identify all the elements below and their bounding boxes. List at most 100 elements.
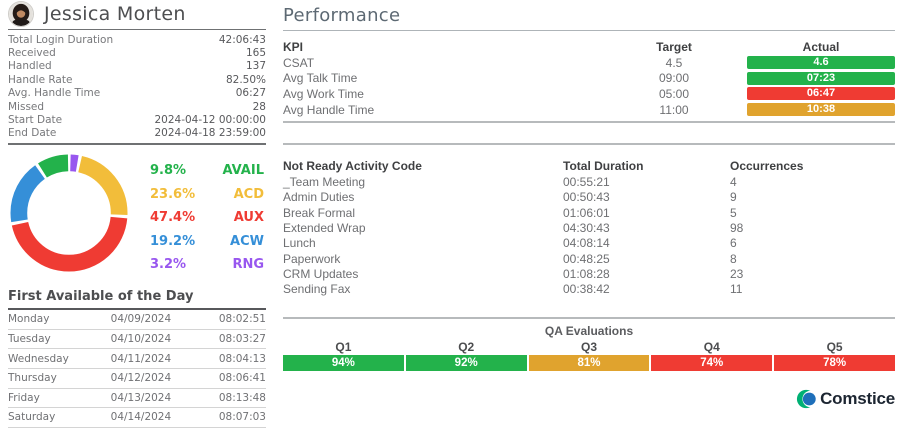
legend-code: RNG: [232, 256, 264, 272]
stat-row: Missed 28: [8, 100, 266, 113]
not-ready-code: Sending Fax: [283, 282, 351, 297]
first-available-date: 04/10/2024: [110, 333, 172, 346]
stat-row: Avg. Handle Time 06:27: [8, 87, 266, 100]
agent-photo-placeholder: [9, 1, 33, 26]
qa-quarter-label: Q4: [703, 339, 720, 354]
agent-state-section: 9.8% AVAIL 23.6% ACD 47.4% AUX 19.2% ACW 3.2% RNG: [8, 154, 266, 276]
kpi-target: 09:00: [658, 71, 690, 86]
stat-row: End Date 2024-04-18 23:59:00: [8, 127, 266, 140]
not-ready-occurrences: 4: [730, 175, 737, 190]
not-ready-row: Sending Fax 00:38:42 11: [283, 281, 895, 296]
legend-item: 19.2% ACW: [150, 229, 264, 252]
qa-evaluations-section: QA Evaluations Q1 Q2 Q3 Q4 Q5 94% 92% 81% 74% 78…: [283, 324, 895, 371]
kpi-header-actual: Actual: [802, 40, 840, 54]
legend-item: 3.2% RNG: [150, 253, 264, 276]
agent-state-legend: 9.8% AVAIL 23.6% ACD 47.4% AUX 19.2% ACW 3.2% RNG: [150, 154, 264, 276]
not-ready-code: Admin Duties: [283, 190, 355, 205]
kpi-target: 11:00: [659, 102, 689, 117]
donut-segment-acw: [10, 154, 128, 272]
stat-row: Handled 137: [8, 60, 266, 73]
kpi-row: CSAT 4.5 4.6: [283, 55, 895, 71]
agent-name: Jessica Morten: [44, 2, 186, 25]
stat-value: 42:06:43: [218, 33, 266, 46]
first-available-day: Wednesday: [8, 352, 69, 365]
not-ready-table-header: Not Ready Activity Code Total Duration O…: [283, 158, 895, 174]
kpi-actual-bar: 4.6: [747, 56, 895, 70]
kpi-header-kpi: KPI: [283, 40, 304, 54]
stat-value: 28: [252, 100, 266, 113]
not-ready-duration: 01:08:28: [563, 266, 610, 281]
kpi-header-target: Target: [656, 40, 692, 54]
kpi-actual-bar: 06:47: [747, 87, 895, 101]
legend-percentage: 47.4%: [150, 210, 196, 226]
qa-segment: 94%: [283, 354, 404, 371]
kpi-row: Avg Work Time 05:00 06:47: [283, 86, 895, 102]
not-ready-occurrences: 23: [730, 266, 744, 281]
first-available-day: Tuesday: [8, 333, 51, 346]
first-available-date: 04/09/2024: [110, 313, 172, 326]
stat-row: Start Date 2024-04-12 00:00:00: [8, 113, 266, 126]
not-ready-row: Admin Duties 00:50:43 9: [283, 190, 895, 205]
not-ready-row: Lunch 04:08:14 6: [283, 236, 895, 251]
not-ready-row: _Team Meeting 00:55:21 4: [283, 174, 895, 189]
first-available-time: 08:03:27: [218, 333, 266, 346]
not-ready-table-body: _Team Meeting 00:55:21 4 Admin Duties 00:50:…: [283, 174, 895, 296]
stat-value: 165: [245, 47, 266, 60]
kpi-row: Avg Talk Time 09:00 07:23: [283, 71, 895, 87]
first-available-day: Friday: [8, 391, 40, 404]
not-ready-code: Lunch: [283, 236, 316, 251]
stat-label: Received: [8, 47, 56, 60]
not-ready-row: CRM Updates 01:08:28 23: [283, 266, 895, 281]
not-ready-occurrences: 11: [730, 282, 743, 297]
not-ready-duration: 00:38:42: [563, 282, 610, 297]
not-ready-duration: 00:48:25: [563, 251, 610, 266]
first-available-time: 08:06:41: [218, 372, 266, 385]
not-ready-duration: 04:30:43: [563, 220, 610, 235]
stat-row: Received 165: [8, 46, 266, 59]
section-divider: [283, 316, 895, 319]
first-available-date: 04/13/2024: [110, 391, 172, 404]
donut-segment-aux: [10, 154, 128, 272]
qa-evaluations-title: QA Evaluations: [544, 323, 634, 338]
first-available-date: 04/12/2024: [110, 372, 172, 385]
legend-item: 47.4% AUX: [150, 206, 264, 229]
not-ready-row: Paperwork 00:48:25 8: [283, 251, 895, 266]
agent-stats: Total Login Duration 42:06:43 Received 165 H…: [8, 30, 266, 146]
kpi-label: Avg Talk Time: [283, 71, 358, 86]
not-ready-occurrences: 5: [730, 205, 737, 220]
not-ready-occurrences: 6: [730, 236, 737, 251]
legend-percentage: 9.8%: [150, 163, 187, 179]
not-ready-occurrences: 98: [730, 220, 744, 235]
first-available-row: Thursday 04/12/2024 08:06:41: [8, 369, 266, 389]
stat-value: 2024-04-18 23:59:00: [154, 127, 266, 140]
kpi-actual-bar: 07:23: [747, 71, 895, 85]
first-available-title: First Available of the Day: [8, 289, 266, 311]
not-ready-code: CRM Updates: [283, 266, 359, 281]
not-ready-occurrences: 8: [730, 251, 737, 266]
stat-value: 2024-04-12 00:00:00: [154, 114, 266, 127]
qa-quarter-label: Q1: [335, 339, 352, 354]
kpi-table-body: CSAT 4.5 4.6 Avg Talk Time 09:00 07:23 Avg Wor…: [283, 55, 895, 117]
first-available-row: Wednesday 04/11/2024 08:04:13: [8, 349, 266, 369]
first-available-day: Saturday: [8, 411, 56, 424]
not-ready-header-duration: Total Duration: [563, 159, 644, 174]
stat-label: Start Date: [8, 114, 63, 127]
agent-header: Jessica Morten: [8, 0, 266, 30]
legend-percentage: 3.2%: [150, 256, 187, 272]
legend-item: 23.6% ACD: [150, 183, 264, 206]
not-ready-duration: 00:50:43: [563, 190, 610, 205]
donut-segment-acd: [10, 154, 128, 272]
stat-value: 06:27: [235, 87, 266, 100]
stat-value: 82.50%: [225, 73, 266, 86]
first-available-date: 04/14/2024: [110, 411, 172, 424]
legend-code: ACD: [233, 186, 264, 202]
kpi-target: 05:00: [658, 86, 690, 101]
not-ready-duration: 01:06:01: [563, 205, 610, 220]
stat-label: Total Login Duration: [8, 33, 114, 46]
first-available-row: Tuesday 04/10/2024 08:03:27: [8, 330, 266, 350]
agent-avatar: [8, 0, 34, 27]
stat-label: Missed: [8, 100, 45, 113]
qa-segment: 81%: [528, 354, 650, 371]
first-available-section: First Available of the Day Monday 04/09/2…: [8, 289, 266, 428]
